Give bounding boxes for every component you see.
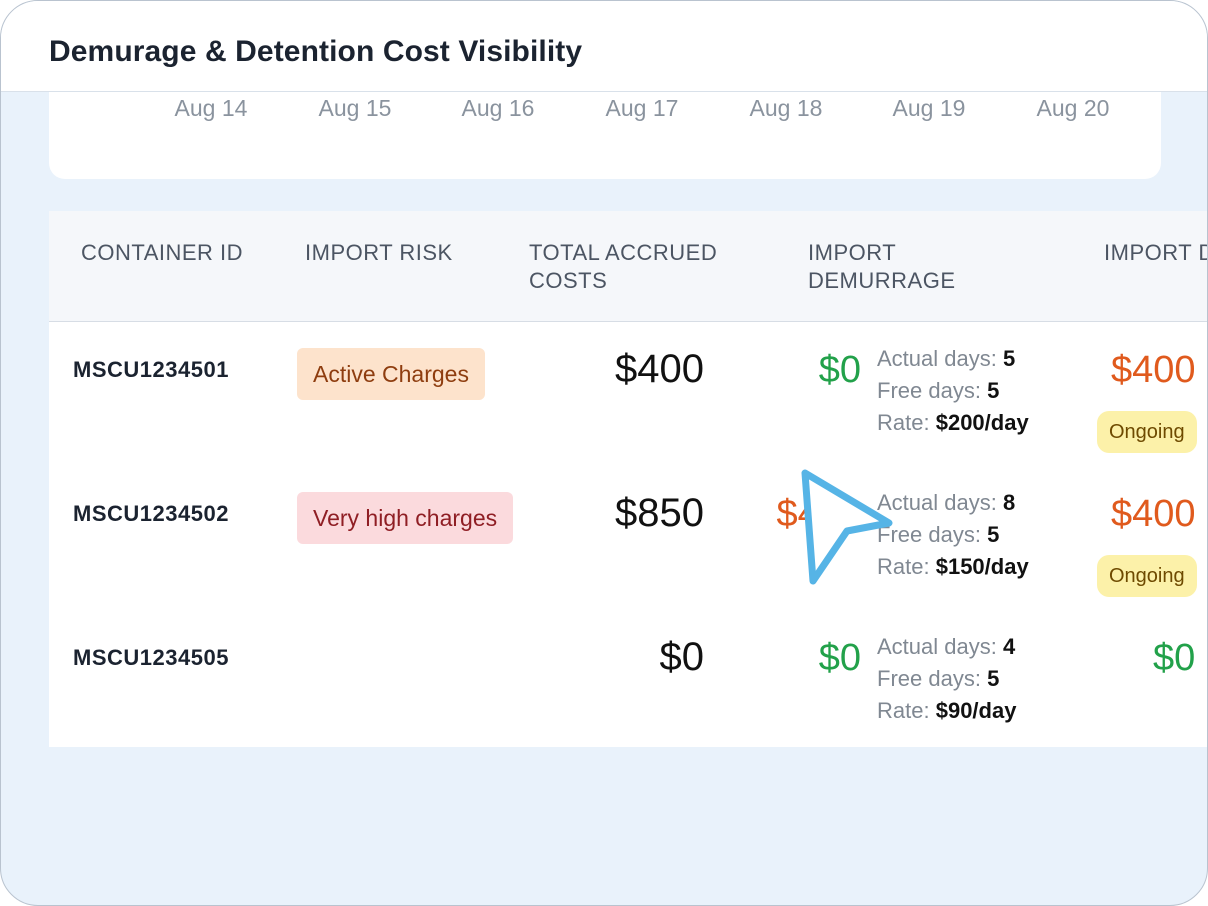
actual-days-line: Actual days: 4 <box>877 634 1016 659</box>
demurrage-details: Actual days: 5 Free days: 5 Rate: $200/d… <box>877 343 1029 439</box>
timeline-card: Aug 14 Aug 15 Aug 16 Aug 17 Aug 18 Aug 1… <box>49 81 1161 179</box>
container-id[interactable]: MSCU1234502 <box>73 501 229 526</box>
demurrage-amount: $0 <box>818 349 861 391</box>
free-days-line: Free days: 5 <box>877 378 1000 403</box>
table-row[interactable]: MSCU1234502 Very high charges $850 $450 … <box>49 467 1207 611</box>
total-accrued-cost: $0 <box>659 635 705 679</box>
date-label: Aug 15 <box>318 95 392 121</box>
column-header-import-demurrage[interactable]: IMPORT DEMURRAGE <box>808 240 956 293</box>
actual-days-line: Actual days: 8 <box>877 490 1016 515</box>
date-label: Aug 17 <box>605 95 679 121</box>
free-days-line: Free days: 5 <box>877 666 1000 691</box>
date-label: Aug 18 <box>749 95 823 121</box>
table-row[interactable]: MSCU1234505 $0 $0 Actual days: 4 Free da… <box>49 611 1207 755</box>
date-label: Aug 19 <box>892 95 966 121</box>
page-header: Demurage & Detention Cost Visibility <box>1 1 1207 92</box>
demurrage-details: Actual days: 8 Free days: 5 Rate: $150/d… <box>877 487 1029 583</box>
detention-amount: $400 <box>1111 349 1196 391</box>
status-badge: Ongoing <box>1097 555 1197 597</box>
total-accrued-cost: $850 <box>615 491 704 535</box>
date-label: Aug 20 <box>1036 95 1110 121</box>
detention-amount: $0 <box>1153 637 1196 679</box>
risk-badge: Active Charges <box>297 348 485 400</box>
risk-badge: Very high charges <box>297 492 514 544</box>
page-title: Demurage & Detention Cost Visibility <box>49 35 583 68</box>
total-accrued-cost: $400 <box>615 347 704 391</box>
table-row[interactable]: MSCU1234501 Active Charges $400 $0 Actua… <box>49 323 1207 467</box>
column-header-import-detention[interactable]: IMPORT D <box>1104 240 1208 265</box>
rate-line: Rate: $90/day <box>877 698 1017 723</box>
demurrage-amount: $0 <box>818 637 861 679</box>
date-label: Aug 16 <box>461 95 535 121</box>
demurrage-details: Actual days: 4 Free days: 5 Rate: $90/da… <box>877 631 1016 727</box>
detention-amount: $400 <box>1111 493 1196 535</box>
actual-days-line: Actual days: 5 <box>877 346 1016 371</box>
status-badge: Ongoing <box>1097 411 1197 453</box>
container-id[interactable]: MSCU1234501 <box>73 357 229 382</box>
column-header-container-id[interactable]: CONTAINER ID <box>81 240 244 265</box>
date-axis: Aug 14 Aug 15 Aug 16 Aug 17 Aug 18 Aug 1… <box>49 95 1161 125</box>
column-header-total-accrued-costs[interactable]: TOTAL ACCRUED COSTS <box>529 240 718 293</box>
rate-line: Rate: $200/day <box>877 410 1029 435</box>
date-label: Aug 14 <box>174 95 248 121</box>
container-id[interactable]: MSCU1234505 <box>73 645 229 670</box>
column-header-import-risk[interactable]: IMPORT RISK <box>305 240 453 265</box>
table-header: CONTAINER ID IMPORT RISK TOTAL ACCRUED C… <box>49 211 1208 322</box>
rate-line: Rate: $150/day <box>877 554 1029 579</box>
free-days-line: Free days: 5 <box>877 522 1000 547</box>
mouse-pointer-icon <box>801 469 893 585</box>
costs-table: CONTAINER ID IMPORT RISK TOTAL ACCRUED C… <box>49 211 1208 747</box>
